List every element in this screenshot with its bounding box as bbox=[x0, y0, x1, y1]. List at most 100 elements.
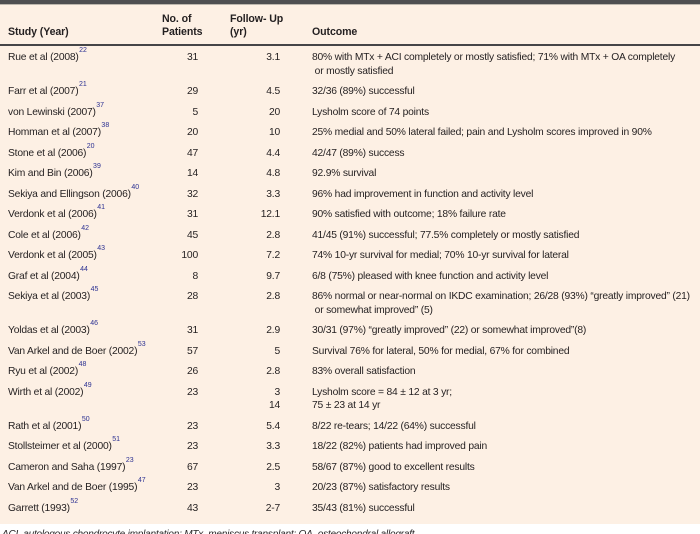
followup-years: 20 bbox=[268, 106, 280, 118]
outcome-text: 6/8 (75%) pleased with knee function and… bbox=[312, 270, 549, 282]
table-row: Van Arkel and de Boer (2002)53 57 5 Surv… bbox=[0, 340, 700, 363]
citation-superscript: 44 bbox=[80, 265, 88, 273]
outcome-text: Lysholm score = 84 ± 12 at 3 yr; 75 ± 23… bbox=[312, 386, 452, 412]
patients-count: 29 bbox=[186, 86, 198, 97]
patients-count: 31 bbox=[186, 209, 198, 220]
patients-count: 32 bbox=[186, 188, 198, 200]
study-name: Cameron and Saha (1997) bbox=[8, 461, 126, 473]
patients-count: 67 bbox=[186, 461, 198, 473]
citation-superscript: 50 bbox=[81, 415, 90, 423]
table-row: Garrett (1993)52 43 2-7 35/43 (81%) succ… bbox=[0, 498, 700, 520]
outcome-text: 32/36 (89%) successful bbox=[312, 86, 415, 97]
outcome-text: 18/22 (82%) patients had improved pain bbox=[312, 441, 487, 452]
table-row: Stone et al (2006)20 47 4.4 42/47 (89%) … bbox=[0, 143, 700, 165]
patients-count: 5 bbox=[192, 106, 198, 118]
citation-superscript: 21 bbox=[78, 81, 87, 89]
study-name: Sekiya et al (2003) bbox=[8, 291, 91, 302]
outcome-text: 8/22 re-tears; 14/22 (64%) successful bbox=[312, 420, 476, 432]
outcome-text: 96% had improvement in function and acti… bbox=[312, 188, 534, 200]
citation-superscript: 39 bbox=[93, 163, 101, 171]
patients-count: 23 bbox=[186, 386, 198, 398]
followup-years: 5 bbox=[274, 345, 280, 357]
study-name: Graf et al (2004) bbox=[8, 270, 80, 282]
table-row: Sekiya et al (2003)45 28 2.8 86% normal … bbox=[0, 286, 700, 321]
outcome-text: 74% 10-yr survival for medial; 70% 10-yr… bbox=[312, 250, 569, 261]
study-name: Kim and Bin (2006) bbox=[8, 168, 93, 179]
followup-years: 4.4 bbox=[266, 147, 280, 159]
patients-count: 28 bbox=[186, 291, 198, 302]
citation-superscript: 45 bbox=[90, 286, 99, 294]
column-header-patients: No. of Patients bbox=[162, 4, 212, 46]
study-name: Garrett (1993) bbox=[8, 502, 70, 514]
study-name: von Lewinski (2007) bbox=[8, 106, 96, 118]
followup-years: 10 bbox=[268, 127, 280, 138]
outcome-text: Survival 76% for lateral, 50% for medial… bbox=[312, 345, 570, 357]
followup-years: 3 14 bbox=[268, 386, 280, 412]
citation-superscript: 53 bbox=[137, 340, 146, 348]
study-name: Wirth et al (2002) bbox=[8, 386, 84, 398]
citation-superscript: 49 bbox=[83, 381, 92, 389]
table-row: Cole et al (2006)42 45 2.8 41/45 (91%) s… bbox=[0, 224, 700, 247]
citation-superscript: 40 bbox=[131, 183, 140, 191]
citation-superscript: 42 bbox=[81, 224, 90, 232]
patients-count: 20 bbox=[186, 127, 198, 138]
study-name: Van Arkel and de Boer (2002) bbox=[8, 345, 138, 357]
outcome-text: 90% satisfied with outcome; 18% failure … bbox=[312, 209, 506, 220]
patients-count: 14 bbox=[186, 168, 198, 179]
outcome-text: 83% overall satisfaction bbox=[312, 366, 416, 377]
outcome-text: 20/23 (87%) satisfactory results bbox=[312, 482, 450, 493]
study-name: Ryu et al (2002) bbox=[8, 366, 79, 377]
outcome-text: 42/47 (89%) success bbox=[312, 147, 405, 159]
table-body: Rue et al (2008)22 31 3.1 80% with MTx +… bbox=[0, 45, 700, 519]
study-name: Stone et al (2006) bbox=[8, 147, 87, 159]
table-row: Stollsteimer et al (2000)51 23 3.3 18/22… bbox=[0, 436, 700, 458]
followup-years: 4.8 bbox=[266, 168, 280, 179]
column-header-study: Study (Year) bbox=[0, 4, 162, 46]
followup-years: 3.1 bbox=[266, 52, 280, 63]
citation-superscript: 37 bbox=[96, 101, 105, 109]
study-name: Stollsteimer et al (2000) bbox=[8, 441, 112, 452]
outcome-text: 92.9% survival bbox=[312, 168, 377, 179]
citation-superscript: 48 bbox=[78, 361, 87, 369]
patients-count: 23 bbox=[186, 420, 198, 432]
citation-superscript: 46 bbox=[90, 320, 98, 328]
table-row: Ryu et al (2002)48 26 2.8 83% overall sa… bbox=[0, 361, 700, 383]
table-row: Rath et al (2001)50 23 5.4 8/22 re-tears… bbox=[0, 415, 700, 438]
followup-years: 3.3 bbox=[266, 188, 280, 200]
citation-superscript: 43 bbox=[97, 245, 106, 253]
table-row: Wirth et al (2002)49 23 3 14 Lysholm sco… bbox=[0, 381, 700, 417]
study-name: Homman et al (2007) bbox=[8, 127, 101, 138]
column-header-followup: Follow- Up (yr) bbox=[212, 4, 300, 46]
patients-count: 31 bbox=[186, 52, 198, 63]
patients-count: 26 bbox=[186, 366, 198, 377]
outcome-text: Lysholm score of 74 points bbox=[312, 106, 429, 118]
table-row: Sekiya and Ellingson (2006)40 32 3.3 96%… bbox=[0, 183, 700, 206]
study-name: Cole et al (2006) bbox=[8, 229, 81, 241]
followup-years: 7.2 bbox=[266, 250, 280, 261]
citation-superscript: 47 bbox=[137, 477, 146, 485]
table-row: Verdonk et al (2006)41 31 12.1 90% satis… bbox=[0, 204, 700, 226]
table-header: Study (Year) No. of Patients Follow- Up … bbox=[0, 4, 700, 46]
followup-years: 9.7 bbox=[266, 270, 280, 282]
followup-years: 3.3 bbox=[266, 441, 280, 452]
study-name: Farr et al (2007) bbox=[8, 86, 79, 97]
followup-years: 2.5 bbox=[266, 461, 280, 473]
study-name: Sekiya and Ellingson (2006) bbox=[8, 188, 131, 200]
patients-count: 23 bbox=[186, 482, 198, 493]
followup-years: 2.8 bbox=[266, 291, 280, 302]
followup-years: 4.5 bbox=[266, 86, 280, 97]
patients-count: 43 bbox=[186, 502, 198, 514]
table-row: Kim and Bin (2006)39 14 4.8 92.9% surviv… bbox=[0, 163, 700, 185]
citation-superscript: 41 bbox=[97, 204, 106, 212]
outcome-text: 30/31 (97%) “greatly improved” (22) or s… bbox=[312, 325, 587, 336]
study-name: Verdonk et al (2005) bbox=[8, 250, 97, 261]
patients-count: 57 bbox=[186, 345, 198, 357]
table-row: Rue et al (2008)22 31 3.1 80% with MTx +… bbox=[0, 45, 700, 82]
study-name: Rue et al (2008) bbox=[8, 52, 79, 63]
patients-count: 47 bbox=[186, 147, 198, 159]
followup-years: 2.9 bbox=[266, 325, 280, 336]
citation-superscript: 23 bbox=[125, 456, 134, 464]
study-name: Yoldas et al (2003) bbox=[8, 325, 90, 336]
patients-count: 31 bbox=[186, 325, 198, 336]
